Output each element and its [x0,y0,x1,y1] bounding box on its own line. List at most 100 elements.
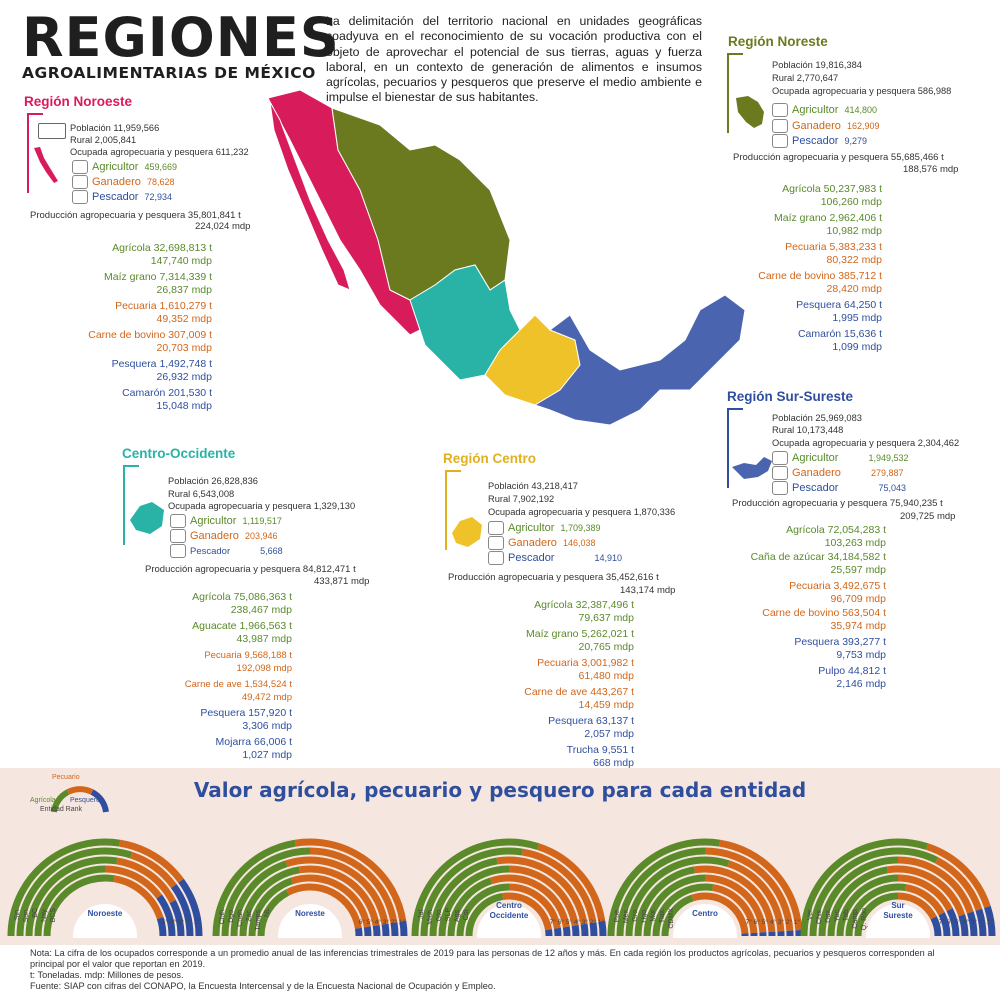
chart-arc [904,884,945,916]
chart-arc [496,856,588,925]
chart-arc [113,875,164,920]
centro-occ-prod-mdp: 433,871 mdp [314,576,370,587]
chart-arc [363,926,372,937]
rancher-icon [72,175,88,190]
chart-state-label: Yuc. [834,908,841,922]
chart-arc [536,843,606,922]
chart-ranks: 5° 4° 3° 2° 1° [162,918,201,926]
noroeste-poblacion: Población 11,959,566 [70,123,160,133]
chart-arc [298,865,380,927]
chart-arc [984,905,996,937]
region-title-sur-sureste: Región Sur-Sureste [727,389,854,404]
chart-arc [286,883,362,929]
chart-arc [381,923,390,937]
population-icon [38,122,70,140]
chart-arc [25,856,118,937]
noroeste-products: Agrícola 32,698,813 t 147,740 mdp Maíz g… [88,242,212,412]
region-chart-0: Noroeste 5° 4° 3° 2° 1° [7,838,203,938]
chart-state-label: Tamps. [255,908,262,931]
chart-state-label: Jal. [418,908,425,919]
chart-state-label: BC [32,908,39,918]
chart-arc [104,865,163,899]
chart-arc [958,914,969,937]
region-title-centro: Región Centro [443,451,536,466]
sur-sureste-map-icon [732,457,772,479]
chart-arc [34,865,106,937]
centro-occ-pescador: Pescador 5,668 [170,544,283,559]
chart-label: Centro [692,909,718,918]
centro-occ-poblacion: Población 26,828,836 [168,476,258,486]
chart-arc [156,916,167,937]
region-chart-3: Centro 7° 6° 5° 4° 3° 2° 1° [607,838,803,938]
chart-state-label: Chis. [816,908,823,924]
map-region-sur-sureste [533,294,746,426]
chart-arc [589,922,598,937]
chart-arc [116,857,176,904]
chart-arc [212,839,296,937]
chart-arc [930,916,942,937]
chart-arc [809,847,939,937]
noreste-rural: Rural 2,770,647 [772,73,839,83]
bracket-sur-sureste [727,408,743,488]
chart-label: Sureste [883,911,913,920]
chart-arc [580,923,589,937]
centro-occ-agricultor: Agricultor 1,119,517 [170,514,282,529]
chart-arc [946,908,960,937]
chart-arc [854,892,899,937]
chart-arc [447,877,493,937]
chart-arc [897,856,974,914]
chart-state-label: Mor. [650,908,657,922]
chart-arc [390,922,399,937]
chart-state-label: Mich. [427,908,434,925]
chart-arc [975,908,987,937]
centro-pescador: Pescador 14,910 [488,551,622,566]
chart-arc [938,912,951,937]
chart-arc [508,865,579,927]
centro-ocupada: Ocupada agropecuaria y pesquera 1,870,33… [488,507,676,517]
chart-arc [966,911,978,937]
chart-arc [827,866,889,937]
chart-arc [571,924,580,937]
map-region-baja [269,101,351,291]
noreste-poblacion: Población 19,816,384 [772,60,862,70]
noreste-prod-mdp: 188,576 mdp [903,164,959,175]
sur-poblacion: Población 25,969,083 [772,413,862,423]
bracket-noreste [727,53,743,133]
chart-arc [239,866,301,937]
centro-occ-prod: Producción agropecuaria y pesquera 84,81… [145,564,356,575]
noroeste-map-icon [34,147,58,183]
chart-center [673,904,737,938]
bracket-centro [445,470,461,550]
chart-arc [800,838,929,937]
chart-arc [562,926,571,937]
chart-arc [934,857,983,911]
chart-arc [553,927,562,937]
chart-arc [230,860,288,937]
mexico-map [267,90,746,426]
chart-arc [411,838,540,937]
chart-arc [399,920,408,937]
sur-prod-mdp: 209,725 mdp [900,511,956,522]
centro-ganadero: Ganadero 146,038 [488,536,595,551]
chart-arc [438,865,510,937]
chart-arc [704,847,794,931]
chart-arc [489,874,570,928]
chart-arc [170,883,194,937]
chart-ranks: 7° 6° 5° 4° 3° 2° 1° [939,918,994,926]
chart-arc [119,839,184,883]
sur-pescador: Pescador 75,043 [772,481,906,496]
sur-ganadero: Ganadero 279,887 [772,466,903,481]
chart-arc [625,856,730,937]
chart-ranks: 6° 5° 4° 3° 2° 1° [359,918,406,926]
chart-arc [465,893,504,937]
chart-state-label: SLP [445,908,452,922]
bracket-noroeste [27,113,43,193]
chart-arc [704,874,767,933]
noreste-agricultor: Agricultor 414,800 [772,103,877,118]
chart-arc [693,865,776,933]
sur-products: Agrícola 72,054,283 t 103,263 mdp Caña d… [750,524,886,690]
region-title-noreste: Región Noreste [728,34,828,49]
noreste-pescador: Pescador 9,279 [772,134,867,149]
centro-products: Agrícola 32,387,496 t 79,637 mdp Maíz gr… [524,599,634,769]
